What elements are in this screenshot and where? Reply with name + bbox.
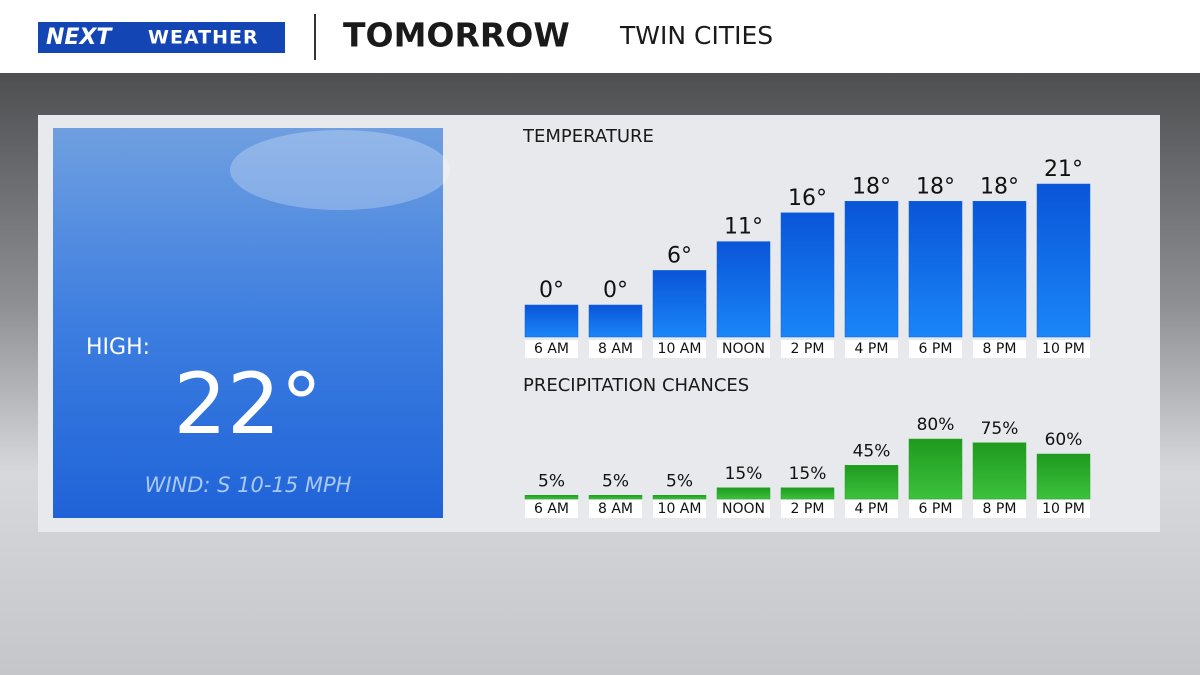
category-label: NOON — [722, 501, 765, 517]
chart-title: PRECIPITATION CHANCES — [523, 375, 749, 396]
category-label: 10 AM — [658, 341, 702, 357]
category-box — [525, 340, 578, 358]
bar — [524, 495, 579, 500]
logo — [38, 22, 285, 53]
bar — [780, 212, 835, 338]
category-box — [845, 340, 898, 358]
category-box — [845, 500, 898, 518]
bar — [652, 270, 707, 338]
category-label: 6 AM — [534, 341, 569, 357]
value-label: 11° — [724, 215, 763, 240]
category-box — [1037, 500, 1090, 518]
value-label: 80% — [917, 415, 955, 435]
bar — [844, 465, 899, 500]
category-label: 10 PM — [1042, 341, 1085, 357]
bar — [1036, 183, 1091, 338]
value-label: 5% — [602, 471, 629, 491]
value-label: 18° — [980, 174, 1019, 199]
value-label: 60% — [1045, 430, 1083, 450]
category-label: 4 PM — [855, 501, 889, 517]
bar — [972, 442, 1027, 500]
logo-weather: WEATHER — [148, 27, 259, 49]
header-location: TWIN CITIES — [619, 21, 773, 50]
value-label: 15% — [725, 464, 763, 484]
logo-next: NEXT — [46, 25, 113, 50]
category-box — [973, 340, 1026, 358]
category-label: 10 PM — [1042, 501, 1085, 517]
category-label: 8 AM — [598, 341, 633, 357]
value-label: 15% — [789, 464, 827, 484]
value-label: 18° — [852, 174, 891, 199]
category-label: 6 PM — [919, 341, 953, 357]
category-box — [525, 500, 578, 518]
category-box — [781, 500, 834, 518]
value-label: 5% — [666, 471, 693, 491]
value-label: 21° — [1044, 157, 1083, 182]
category-label: 6 PM — [919, 501, 953, 517]
category-box — [1037, 340, 1090, 358]
bar — [588, 495, 643, 500]
category-label: 8 PM — [983, 341, 1017, 357]
category-box — [589, 500, 642, 518]
category-label: 2 PM — [791, 501, 825, 517]
value-label: 18° — [916, 174, 955, 199]
value-label: 0° — [539, 278, 564, 303]
bar — [716, 241, 771, 338]
category-box — [717, 500, 770, 518]
category-box — [909, 500, 962, 518]
category-box — [909, 340, 962, 358]
category-label: 10 AM — [658, 501, 702, 517]
bar — [716, 487, 771, 500]
bar — [524, 304, 579, 338]
bar — [908, 201, 963, 338]
high-value: 22° — [174, 355, 323, 453]
category-box — [781, 340, 834, 358]
bar — [972, 201, 1027, 338]
category-label: 6 AM — [534, 501, 569, 517]
bar — [1036, 453, 1091, 500]
category-label: 4 PM — [855, 341, 889, 357]
value-label: 75% — [981, 419, 1019, 439]
sky-image — [53, 128, 443, 518]
category-label: 8 PM — [983, 501, 1017, 517]
value-label: 16° — [788, 186, 827, 211]
bar — [844, 201, 899, 338]
bar — [780, 487, 835, 500]
category-label: 8 AM — [598, 501, 633, 517]
value-label: 6° — [667, 243, 692, 268]
category-box — [653, 500, 706, 518]
category-box — [653, 340, 706, 358]
value-label: 45% — [853, 441, 891, 461]
cloud — [230, 130, 450, 210]
category-label: NOON — [722, 341, 765, 357]
header-title: TOMORROW — [343, 16, 570, 55]
bar — [588, 304, 643, 338]
category-box — [589, 340, 642, 358]
value-label: 0° — [603, 278, 628, 303]
bar — [652, 495, 707, 500]
chart-title: TEMPERATURE — [522, 126, 654, 147]
value-label: 5% — [538, 471, 565, 491]
category-label: 2 PM — [791, 341, 825, 357]
category-box — [973, 500, 1026, 518]
high-label: HIGH: — [86, 335, 150, 360]
bar — [908, 438, 963, 500]
wind: WIND: S 10-15 MPH — [145, 473, 352, 497]
category-box — [717, 340, 770, 358]
